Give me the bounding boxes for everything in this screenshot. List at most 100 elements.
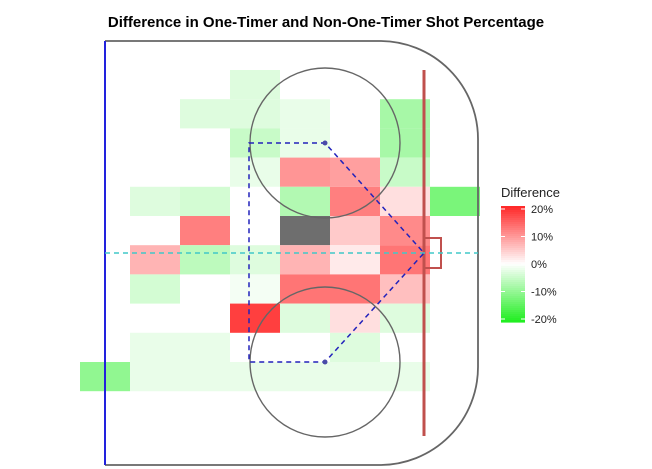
- legend-gradient-step: [501, 220, 525, 223]
- legend-gradient-step: [501, 262, 525, 265]
- legend: Difference 20% 10% 0% -10% -20%: [501, 185, 560, 326]
- legend-gradient-step: [501, 230, 525, 233]
- legend-tick-label: -10%: [531, 287, 557, 299]
- legend-gradient-step: [501, 212, 525, 215]
- legend-gradient-step: [501, 296, 525, 299]
- legend-gradient-step: [501, 270, 525, 273]
- legend-gradient-step: [501, 252, 525, 255]
- legend-gradient-step: [501, 314, 525, 317]
- legend-gradient-step: [501, 318, 525, 321]
- heatmap-cell: [230, 362, 280, 392]
- legend-gradient-step: [501, 276, 525, 279]
- legend-gradient-step: [501, 228, 525, 231]
- heatmap-cell: [330, 274, 380, 304]
- legend-gradient-step: [501, 272, 525, 275]
- legend-gradient-step: [501, 218, 525, 221]
- legend-gradient-step: [501, 242, 525, 245]
- heatmap-cell: [430, 186, 480, 216]
- heatmap-cell: [280, 157, 330, 187]
- legend-gradient-step: [501, 282, 525, 285]
- heatmap-cell: [280, 99, 330, 129]
- legend-gradient-step: [501, 248, 525, 251]
- legend-gradient-step: [501, 224, 525, 227]
- heatmap-cell: [230, 157, 280, 187]
- legend-tick-label: 20%: [531, 204, 553, 216]
- legend-gradient-step: [501, 260, 525, 263]
- heatmap-cell: [180, 186, 230, 216]
- heatmap-cell: [380, 99, 430, 129]
- faceoff-circle-bottom: [249, 286, 401, 438]
- heatmap-cell: [180, 99, 230, 129]
- heatmap-cell: [280, 245, 330, 275]
- legend-gradient-step: [501, 310, 525, 313]
- heatmap-cell: [130, 186, 180, 216]
- legend-gradient-step: [501, 302, 525, 305]
- faceoff-dot-bottom: [322, 359, 328, 365]
- legend-gradient-step: [501, 316, 525, 319]
- legend-tick-label: -20%: [531, 314, 557, 326]
- legend-gradient-step: [501, 300, 525, 303]
- heatmap-cell: [180, 216, 230, 246]
- legend-ticks: 20% 10% 0% -10% -20%: [501, 204, 557, 326]
- heatmap-cell: [180, 332, 230, 362]
- legend-gradient-step: [501, 292, 525, 295]
- heatmap-cell: [380, 216, 430, 246]
- heatmap-cell: [380, 128, 430, 158]
- heatmap-cell: [380, 186, 430, 216]
- legend-gradient-step: [501, 206, 525, 209]
- legend-gradient-step: [501, 312, 525, 315]
- rink-diagram: [104, 40, 479, 466]
- legend-gradient-step: [501, 258, 525, 261]
- legend-gradient-step: [501, 280, 525, 283]
- legend-gradient-step: [501, 240, 525, 243]
- legend-gradient-step: [501, 290, 525, 293]
- heatmap-cell: [380, 274, 430, 304]
- heatmap-cell: [380, 362, 430, 392]
- legend-gradient-step: [501, 210, 525, 213]
- heatmap-cell: [280, 216, 330, 246]
- heatmap-cell: [180, 362, 230, 392]
- legend-gradient-step: [501, 238, 525, 241]
- faceoff-dot-top: [322, 140, 328, 146]
- heatmap-cell: [330, 157, 380, 187]
- heatmap-cell: [230, 245, 280, 275]
- heatmap-cells: [80, 70, 480, 392]
- legend-gradient-step: [501, 286, 525, 289]
- heatmap-cell: [280, 186, 330, 216]
- legend-title: Difference: [501, 185, 560, 200]
- heatmap-cell: [130, 332, 180, 362]
- legend-gradient-step: [501, 284, 525, 287]
- heatmap-cell: [280, 303, 330, 333]
- heatmap-cell: [230, 274, 280, 304]
- legend-gradient-step: [501, 274, 525, 277]
- legend-gradient-step: [501, 236, 525, 239]
- heatmap-cell: [330, 362, 380, 392]
- heatmap-cell: [380, 303, 430, 333]
- legend-gradient-step: [501, 232, 525, 235]
- legend-gradient-step: [501, 234, 525, 237]
- heatmap-cell: [330, 216, 380, 246]
- legend-gradient-step: [501, 288, 525, 291]
- heatmap-cell: [230, 99, 280, 129]
- legend-gradient-step: [501, 320, 525, 323]
- legend-gradient-step: [501, 256, 525, 259]
- legend-gradient-step: [501, 214, 525, 217]
- slot-outline: [248, 142, 426, 363]
- legend-tick-label: 10%: [531, 232, 553, 244]
- legend-gradient-step: [501, 266, 525, 269]
- legend-gradient-step: [501, 226, 525, 229]
- legend-gradient-step: [501, 222, 525, 225]
- legend-gradient-step: [501, 264, 525, 267]
- legend-gradient-step: [501, 208, 525, 211]
- legend-gradient-step: [501, 304, 525, 307]
- heatmap-cell: [330, 245, 380, 275]
- legend-gradient-step: [501, 246, 525, 249]
- legend-gradient-step: [501, 244, 525, 247]
- legend-gradient-step: [501, 298, 525, 301]
- legend-gradient-step: [501, 268, 525, 271]
- heatmap-cell: [180, 245, 230, 275]
- heatmap-cell: [280, 362, 330, 392]
- legend-gradient-step: [501, 294, 525, 297]
- legend-gradient-step: [501, 306, 525, 309]
- legend-gradient-step: [501, 278, 525, 281]
